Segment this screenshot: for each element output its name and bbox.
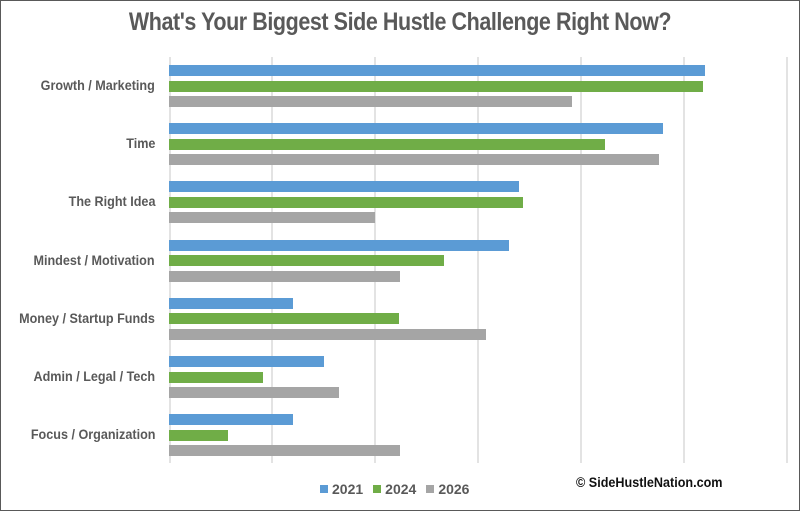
gridline: [683, 57, 685, 463]
legend: 2021 2024 2026: [320, 481, 469, 497]
legend-item-2026: 2026: [426, 481, 469, 497]
category-label: Money / Startup Funds: [19, 309, 155, 326]
category-label: Admin / Legal / Tech: [33, 368, 155, 384]
bar-2021: [169, 297, 293, 309]
bar-2026: [169, 270, 400, 282]
category-label: Mindest / Motivation: [33, 251, 155, 268]
legend-label: 2026: [438, 481, 470, 497]
category-label: Growth / Marketing: [40, 77, 155, 93]
bar-2021: [169, 181, 519, 193]
bar-2024: [169, 196, 523, 208]
legend-swatch-icon: [426, 485, 435, 493]
bar-2024: [169, 313, 399, 325]
category-label: The Right Idea: [68, 193, 155, 210]
legend-item-2024: 2024: [373, 481, 416, 497]
bar-2021: [169, 414, 293, 426]
bar-2026: [169, 212, 375, 224]
bar-2024: [169, 371, 263, 383]
bar-2026: [169, 387, 339, 398]
bar-2021: [169, 356, 324, 367]
copyright-credit: © SideHustleNation.com: [576, 474, 723, 490]
bar-2024: [169, 255, 444, 267]
bar-2024: [169, 429, 228, 441]
category-label: Time: [125, 135, 155, 152]
bar-2024: [169, 80, 703, 92]
gridline: [477, 57, 479, 463]
bar-2021: [169, 239, 509, 251]
bar-2026: [169, 328, 486, 340]
legend-item-2021: 2021: [320, 481, 363, 497]
legend-label: 2021: [332, 481, 364, 497]
gridline: [580, 57, 582, 463]
bar-2021: [169, 65, 705, 76]
bar-2026: [169, 96, 572, 107]
bar-2024: [169, 138, 605, 150]
bar-2021: [169, 123, 663, 135]
legend-swatch-icon: [320, 485, 328, 493]
legend-label: 2024: [385, 481, 417, 497]
legend-swatch-icon: [373, 485, 382, 493]
category-label: Focus / Organization: [30, 426, 155, 443]
chart-title: What's Your Biggest Side Hustle Challeng…: [128, 8, 672, 36]
bar-2026: [169, 445, 400, 457]
bar-2026: [169, 154, 659, 166]
gridline: [786, 57, 788, 463]
